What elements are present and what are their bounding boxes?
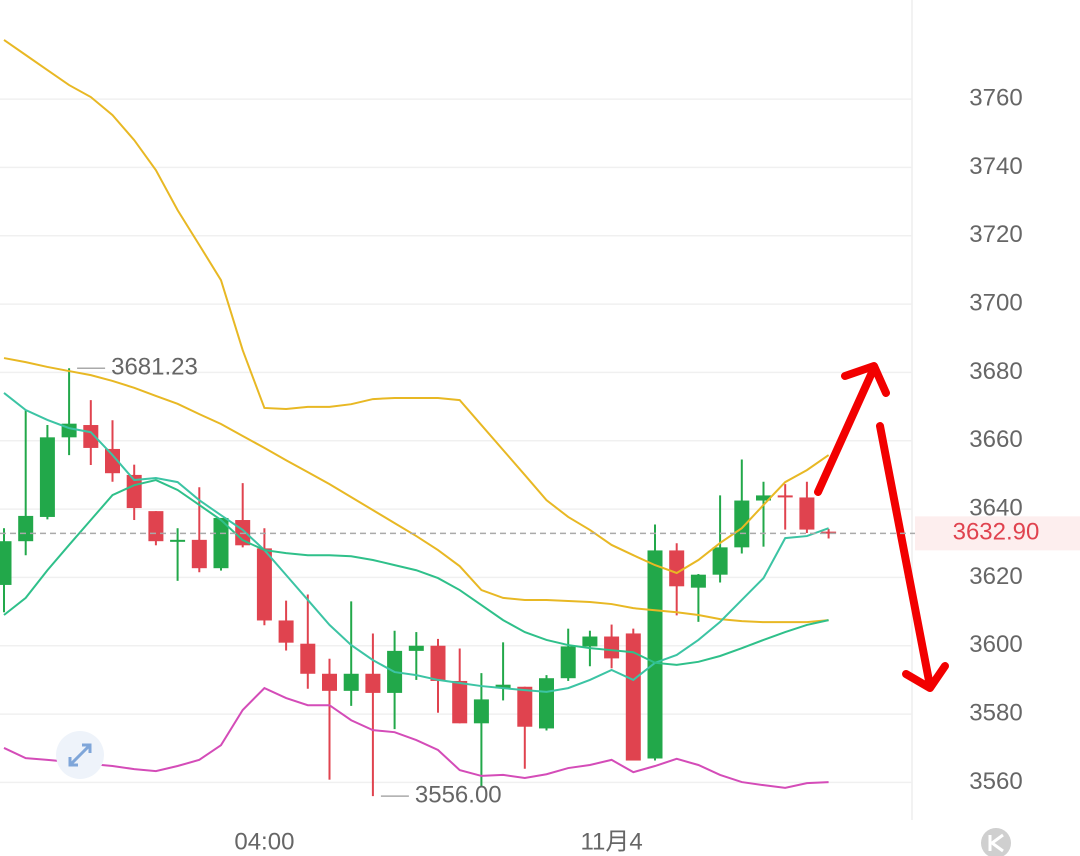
candle-body: [191, 539, 207, 569]
min-label: 3556.00: [415, 781, 502, 808]
candle-body: [39, 437, 55, 517]
x-tick-label: 11月4: [580, 828, 642, 855]
x-tick-label: 04:00: [234, 828, 294, 855]
indicator-line: [3, 39, 830, 575]
arrow-up: [814, 364, 878, 496]
candle-body: [430, 645, 446, 681]
candle-body: [343, 673, 359, 691]
candle-body: [777, 495, 793, 498]
candle-body: [560, 646, 576, 679]
arrows: [814, 362, 949, 692]
candle-body: [495, 684, 511, 689]
candle-body: [756, 495, 771, 501]
candle-body: [647, 550, 663, 759]
candle-body: [690, 574, 706, 588]
candle-body: [213, 517, 229, 569]
expand-button[interactable]: [56, 731, 104, 779]
y-tick-label: 3700: [969, 289, 1022, 316]
candle-body: [105, 448, 120, 474]
candle-body: [148, 511, 164, 542]
arrow-up-head: [841, 362, 890, 397]
y-tick-label: 3620: [969, 563, 1022, 590]
indicator-line: [3, 686, 829, 789]
candle-body: [365, 673, 381, 693]
candle-body: [256, 548, 272, 621]
y-tick-label: 3660: [969, 426, 1022, 453]
expand-icon: [68, 743, 92, 767]
candle-body: [582, 636, 598, 647]
plot-area: 3560358036003620364036603680370037203740…: [0, 39, 1023, 855]
candle-body: [473, 699, 489, 724]
y-tick-label: 3760: [969, 84, 1022, 111]
arrow-down-head: [902, 662, 949, 692]
k-button[interactable]: [981, 828, 1011, 856]
candle-body: [278, 620, 294, 643]
candle-body: [408, 645, 424, 651]
candle-body: [821, 531, 837, 534]
candle-body: [300, 643, 316, 674]
candle-body: [539, 678, 554, 729]
y-tick-label: 3580: [969, 699, 1022, 726]
indicator-line: [3, 392, 829, 693]
y-tick-label: 3680: [969, 358, 1022, 385]
candle-body: [452, 680, 468, 724]
candle-body: [799, 497, 815, 530]
arrow-down: [876, 422, 934, 690]
k-bg[interactable]: [981, 828, 1011, 856]
candle-body: [734, 500, 750, 548]
max-label: 3681.23: [111, 354, 198, 381]
candle-body: [712, 547, 728, 575]
candle-body: [604, 636, 620, 659]
y-tick-label: 3560: [969, 768, 1022, 795]
candle-body: [625, 633, 641, 761]
candle-body: [322, 673, 337, 691]
y-tick-label: 3720: [969, 221, 1022, 248]
last-price-bg: [915, 516, 1080, 551]
last-price-label: 3632.90: [953, 519, 1040, 546]
candle-body: [126, 474, 142, 509]
y-tick-label: 3740: [969, 153, 1022, 180]
candle-body: [669, 550, 685, 587]
candle-body: [517, 686, 533, 727]
y-tick-label: 3600: [969, 631, 1022, 658]
candle-body: [18, 515, 34, 542]
indicator-line: [3, 478, 829, 666]
candle-body: [0, 541, 12, 585]
candle-body: [170, 539, 186, 542]
indicator-line: [3, 357, 829, 624]
k-icon: [988, 833, 1004, 853]
